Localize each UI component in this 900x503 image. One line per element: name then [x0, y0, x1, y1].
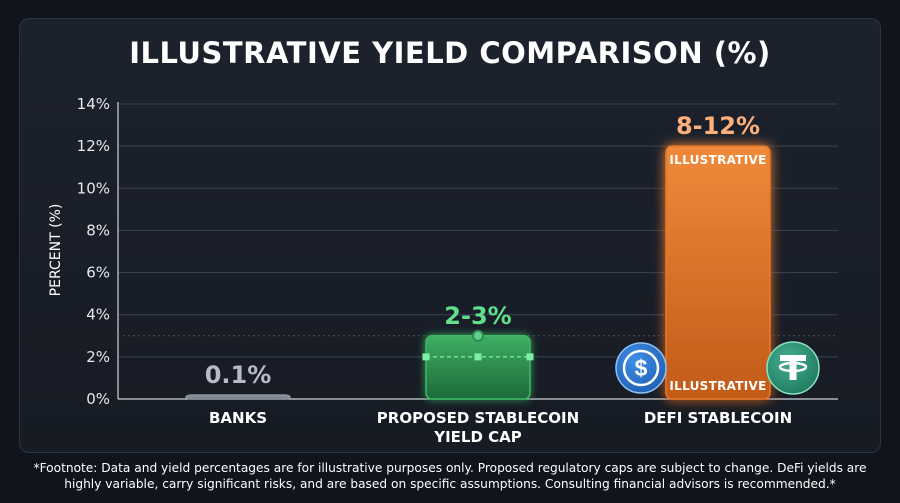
y-tick-label: 2%: [86, 348, 110, 366]
svg-text:$: $: [635, 355, 648, 381]
y-tick-label: 8%: [86, 221, 110, 239]
range-high-marker: [472, 329, 484, 342]
range-handle: [422, 353, 430, 361]
x-tick-label: PROPOSED STABLECOIN: [377, 409, 579, 427]
y-axis-label: PERCENT (%): [48, 204, 64, 297]
data-label: 2-3%: [444, 302, 511, 330]
range-handle: [526, 353, 534, 361]
y-tick-label: 0%: [86, 390, 110, 408]
y-tick-label: 6%: [86, 264, 110, 282]
usdc-coin-icon: $: [615, 342, 667, 394]
bar: [425, 335, 531, 400]
data-label: 0.1%: [205, 361, 272, 389]
y-tick-label: 14%: [77, 95, 110, 113]
bar-note: ILLUSTRATIVE: [669, 153, 766, 167]
tether-coin-icon: [766, 341, 820, 395]
y-tick-label: 12%: [77, 137, 110, 155]
y-tick-label: 4%: [86, 306, 110, 324]
footnote: *Footnote: Data and yield percentages ar…: [33, 461, 867, 491]
range-handle: [474, 353, 482, 361]
bar: [185, 394, 291, 400]
bar-note: ILLUSTRATIVE: [669, 379, 766, 393]
x-tick-label: YIELD CAP: [433, 428, 522, 446]
x-tick-label: BANKS: [209, 409, 267, 427]
y-tick-label: 10%: [77, 179, 110, 197]
x-tick-label: DEFI STABLECOIN: [644, 409, 792, 427]
chart-title: ILLUSTRATIVE YIELD COMPARISON (%): [129, 36, 771, 70]
bar: [665, 145, 771, 400]
data-label: 8-12%: [676, 112, 760, 140]
